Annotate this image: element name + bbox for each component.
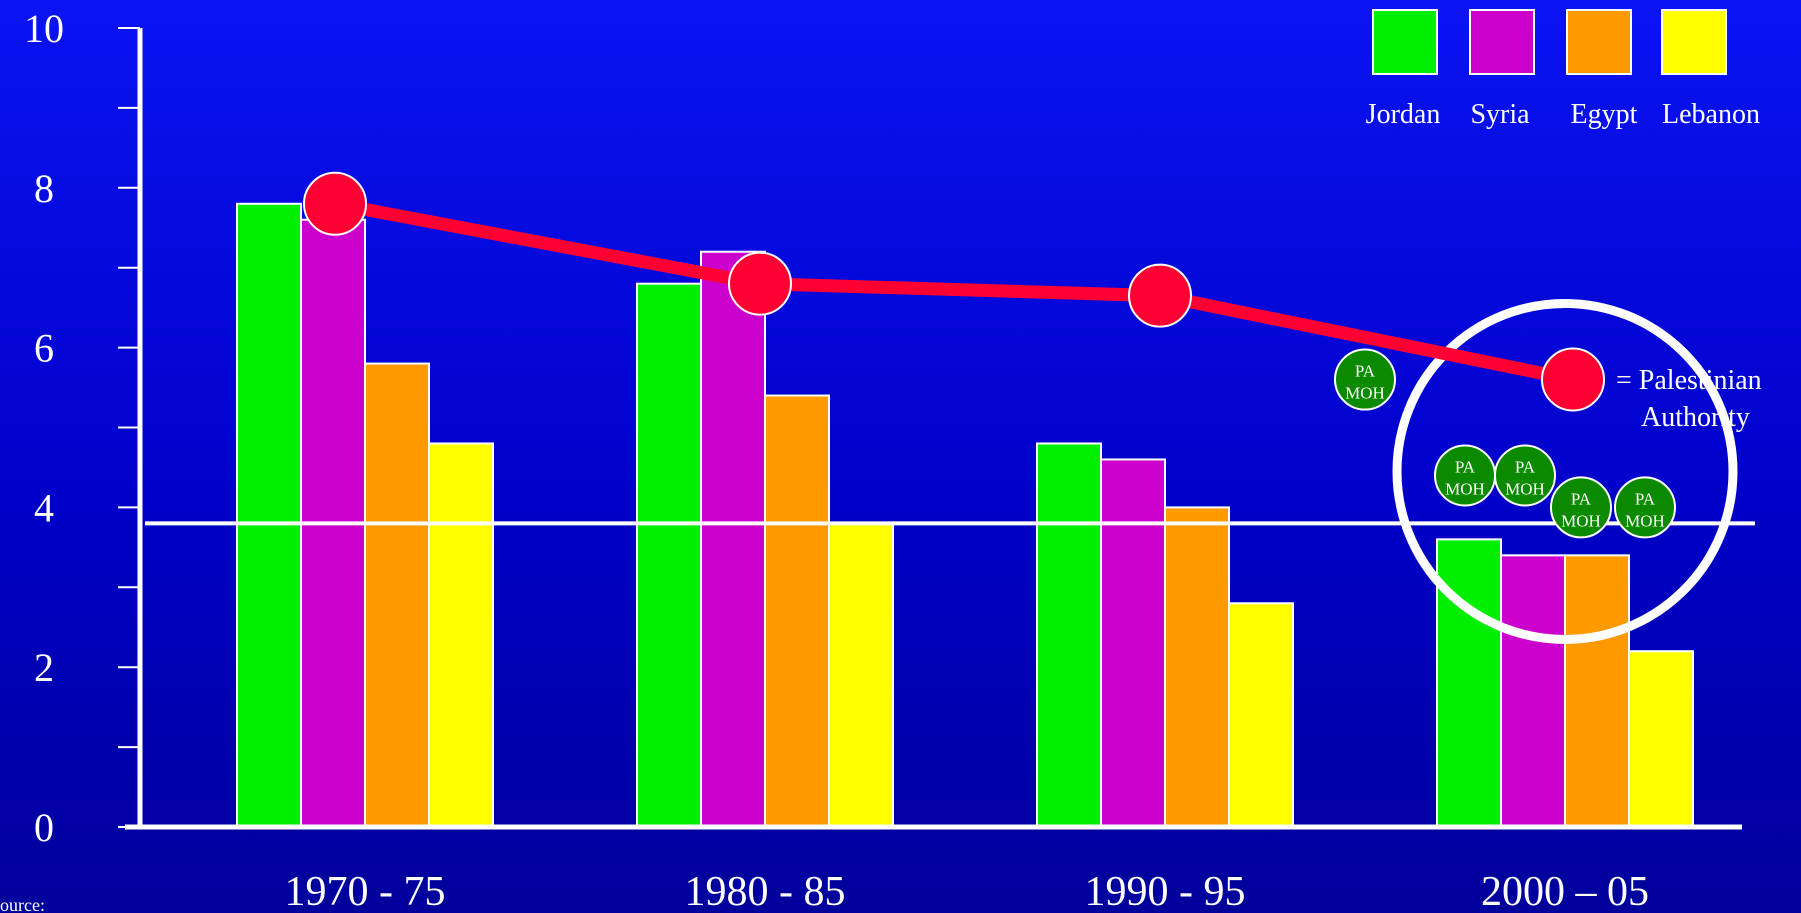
bar-syria-2 <box>1100 458 1166 828</box>
bar-lebanon-1 <box>828 522 894 828</box>
bar-jordan-0 <box>236 202 302 828</box>
pa-marker-label: PA <box>1515 457 1536 476</box>
bar-jordan-3 <box>1436 538 1502 828</box>
y-tick-label: 10 <box>24 6 64 51</box>
bar-syria-3 <box>1500 554 1566 829</box>
pa-marker <box>1550 476 1612 539</box>
bar-lebanon-3 <box>1628 650 1694 828</box>
pa-marker <box>1614 476 1676 539</box>
line-point-2 <box>1128 263 1192 328</box>
highlight-circle-layer <box>1392 298 1738 644</box>
category-label: 2000 – 05 <box>1481 869 1649 913</box>
pa-marker-label: MOH <box>1505 479 1545 498</box>
line-series <box>333 197 1575 386</box>
bar-syria-1 <box>700 250 766 829</box>
line-series-layer <box>303 171 1605 412</box>
category-label: 1990 - 95 <box>1085 869 1246 913</box>
pa-marker-label: MOH <box>1445 479 1485 498</box>
legend-note-line2: Authority <box>1641 402 1750 433</box>
highlight-circle <box>1392 298 1738 644</box>
pa-markers-layer: PA MOH PA MOH PA MOH PA MOH PA MOH <box>1334 348 1676 539</box>
category-labels-layer: 1970 - 75 1980 - 85 1990 - 95 2000 – 05 <box>285 869 1650 913</box>
legend: Jordan Syria Egypt Lebanon <box>1366 9 1760 130</box>
line-point-0 <box>303 171 367 236</box>
legend-swatch-lebanon <box>1661 9 1727 75</box>
y-tick-label: 0 <box>34 805 54 850</box>
line-point-1 <box>728 251 792 316</box>
bar-egypt-0 <box>364 362 430 828</box>
y-ticks-layer: 0 2 4 6 8 10 <box>24 6 140 850</box>
pa-marker-label: MOH <box>1561 511 1601 530</box>
pa-marker-label: PA <box>1635 489 1656 508</box>
pa-marker-label: PA <box>1571 489 1592 508</box>
pa-marker-label: PA <box>1455 457 1476 476</box>
bar-egypt-3 <box>1564 554 1630 829</box>
legend-swatch-egypt <box>1566 9 1632 75</box>
legend-label-egypt: Egypt <box>1571 99 1638 130</box>
legend-label-lebanon: Lebanon <box>1662 99 1760 130</box>
bar-egypt-1 <box>764 394 830 828</box>
pa-marker <box>1494 444 1556 507</box>
y-tick-label: 6 <box>34 326 54 371</box>
bar-lebanon-2 <box>1228 602 1294 829</box>
line-point-3 <box>1541 347 1605 412</box>
legend-swatch-syria <box>1469 9 1535 75</box>
legend-swatch-jordan <box>1372 9 1438 75</box>
category-label: 1970 - 75 <box>285 869 446 913</box>
pa-marker-label: MOH <box>1625 511 1665 530</box>
pa-marker-label: MOH <box>1345 384 1385 403</box>
y-tick-label: 4 <box>34 485 54 530</box>
pa-marker-label: PA <box>1355 362 1376 381</box>
source-label: ource: <box>0 895 45 913</box>
category-label: 1980 - 85 <box>685 869 846 913</box>
bar-jordan-1 <box>636 282 702 828</box>
bar-egypt-2 <box>1164 506 1230 828</box>
pa-marker <box>1334 348 1396 411</box>
bars-layer <box>236 202 1694 829</box>
y-tick-label: 8 <box>34 166 54 211</box>
legend-label-jordan: Jordan <box>1366 99 1441 130</box>
y-tick-label: 2 <box>34 645 54 690</box>
legend-note-line1: = Palestinian <box>1616 365 1762 396</box>
legend-label-syria: Syria <box>1470 99 1530 130</box>
bar-jordan-2 <box>1036 442 1102 828</box>
bar-lebanon-0 <box>428 442 494 828</box>
